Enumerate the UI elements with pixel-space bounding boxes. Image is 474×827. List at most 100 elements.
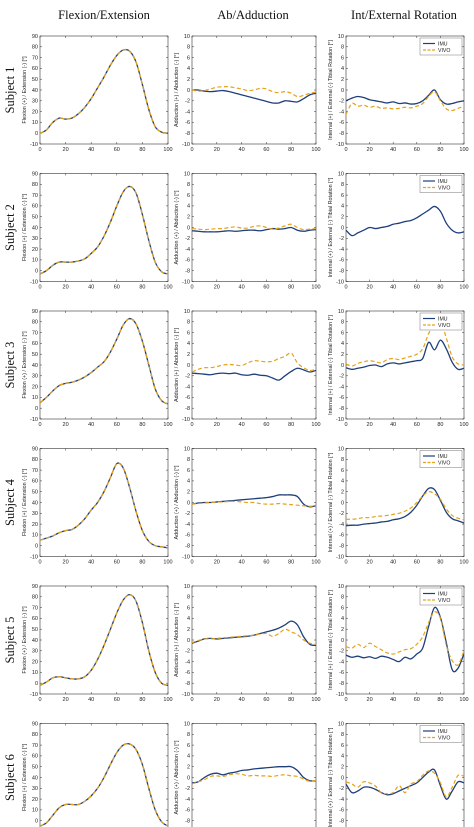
y-tick-label: -6 [185,670,190,676]
y-tick-label: -6 [185,120,190,126]
y-tick-label: -8 [185,681,190,687]
y-tick-label: 0 [187,363,190,369]
y-tick-label: 8 [341,595,344,601]
y-tick-label: -8 [339,544,344,550]
y-tick-label: 4 [187,66,190,72]
y-tick-label: 8 [341,457,344,463]
x-tick-label: 0 [38,285,41,291]
x-tick-label: 20 [367,147,373,153]
y-tick-label: 2 [341,77,344,83]
y-tick-label: 50 [32,765,38,771]
y-tick-label: 10 [338,309,344,315]
x-tick-label: 0 [38,422,41,428]
y-tick-label: 6 [187,468,190,474]
x-tick-label: 40 [88,422,94,428]
y-tick-label: 10 [184,34,190,40]
x-tick-label: 80 [437,147,443,153]
y-tick-label: 80 [32,45,38,51]
y-tick-label: -2 [185,99,190,105]
y-tick-label: -10 [30,692,38,698]
x-tick-label: 100 [459,422,468,428]
y-tick-label: 20 [32,659,38,665]
y-axis-label: Adduction (+) / Abduction (-) [°] [174,603,180,677]
x-tick-label: 40 [390,422,396,428]
y-tick-label: 2 [341,215,344,221]
vivo-series-line [192,223,316,231]
y-tick-label: -10 [336,417,344,423]
y-tick-label: 20 [32,384,38,390]
panel: -10-8-6-4-20246810020406080100Adduction … [174,721,317,827]
y-tick-label: 0 [187,775,190,781]
y-tick-label: 0 [341,500,344,506]
y-tick-label: -8 [185,269,190,275]
x-tick-label: 80 [288,285,294,291]
y-tick-label: 6 [341,743,344,749]
x-tick-label: 100 [311,422,320,428]
legend-box [419,450,463,468]
y-tick-label: -4 [185,797,190,803]
x-tick-label: 100 [311,697,320,703]
legend-label: IMU [438,316,448,322]
column-title: Ab/Adduction [217,8,289,22]
x-tick-label: 20 [367,422,373,428]
x-tick-label: 80 [139,285,145,291]
x-tick-label: 80 [139,147,145,153]
y-tick-label: 8 [341,182,344,188]
y-tick-label: -2 [185,786,190,792]
y-tick-label: 50 [32,215,38,221]
y-tick-label: -8 [339,131,344,137]
x-tick-label: 0 [190,147,193,153]
y-tick-label: 8 [187,732,190,738]
y-tick-label: -2 [339,236,344,242]
y-tick-label: 0 [341,363,344,369]
y-tick-label: 8 [187,45,190,51]
y-tick-label: 4 [187,341,190,347]
x-tick-label: 0 [344,285,347,291]
x-tick-label: 100 [163,560,172,566]
y-tick-label: 2 [341,352,344,358]
y-tick-label: -4 [339,522,344,528]
x-tick-label: 40 [390,147,396,153]
y-tick-label: -6 [185,395,190,401]
y-tick-label: 2 [187,352,190,358]
x-tick-label: 100 [163,422,172,428]
y-tick-label: -6 [185,258,190,264]
y-axis-label: Adduction (+) / Abduction (-) [°] [174,190,180,264]
y-tick-label: 40 [32,88,38,94]
legend-label: IMU [438,591,448,597]
subject-label: Subject 6 [3,754,17,801]
y-tick-label: 40 [32,225,38,231]
x-tick-label: 100 [459,147,468,153]
y-axis-label: Flexion (+) / Extension (-) [°] [22,606,28,674]
y-tick-label: 0 [35,269,38,275]
vivo-series-line [346,491,464,521]
y-tick-label: 70 [32,743,38,749]
x-tick-label: 100 [311,147,320,153]
x-tick-label: 0 [190,697,193,703]
y-tick-label: 20 [32,247,38,253]
column-title: Flexion/Extension [58,8,150,22]
y-axis-label: Flexion (+) / Extension (-) [°] [22,193,28,261]
y-tick-label: 20 [32,522,38,528]
legend-label: IMU [438,179,448,185]
y-tick-label: -10 [182,142,190,148]
y-tick-label: 2 [341,627,344,633]
y-tick-label: 70 [32,193,38,199]
y-tick-label: 6 [187,330,190,336]
y-tick-label: 0 [187,638,190,644]
x-tick-label: 100 [311,560,320,566]
y-tick-label: 30 [32,236,38,242]
y-axis-label: Internal (+) / External (-) Tibial Rotat… [328,590,334,690]
y-tick-label: -10 [336,554,344,560]
x-tick-label: 20 [214,147,220,153]
y-tick-label: 90 [32,584,38,590]
x-tick-label: 40 [239,285,245,291]
y-tick-label: 50 [32,627,38,633]
x-tick-label: 100 [459,697,468,703]
y-tick-label: 30 [32,649,38,655]
